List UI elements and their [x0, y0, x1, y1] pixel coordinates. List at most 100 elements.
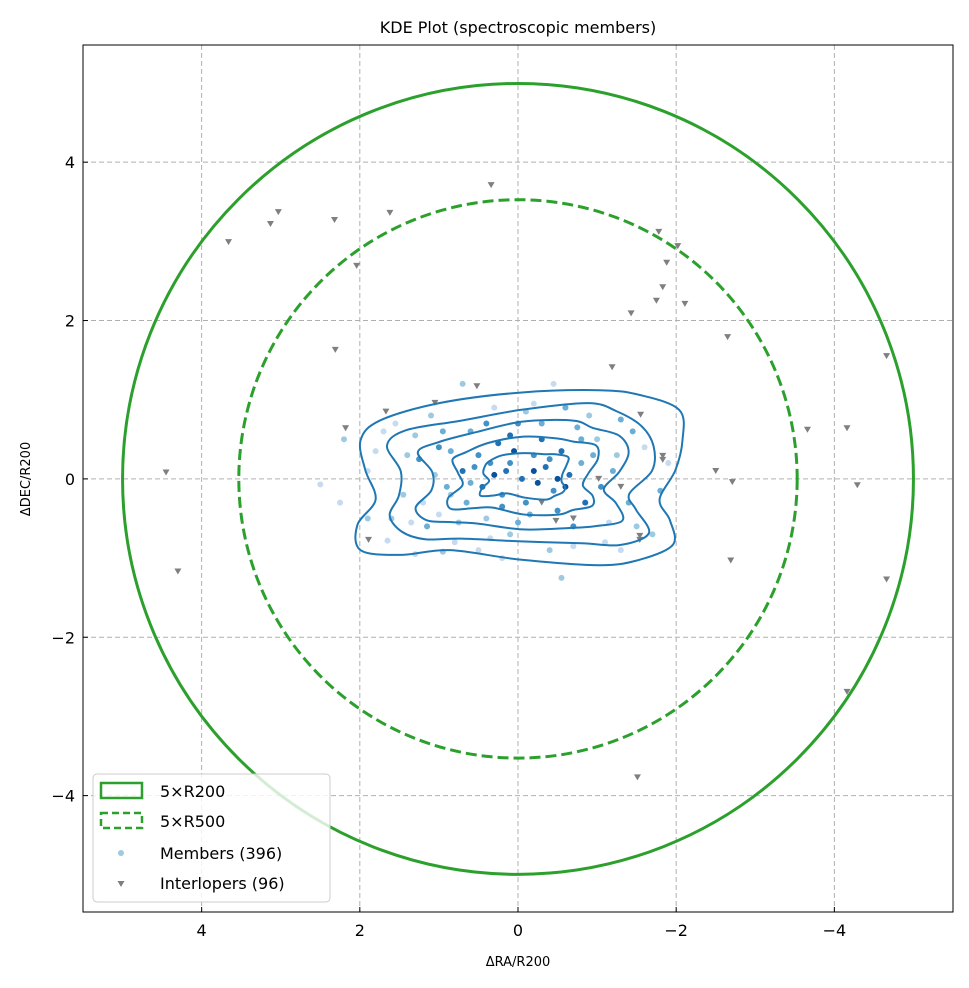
member-point: [475, 452, 482, 459]
interloper-point: [712, 467, 720, 474]
kde-contour: [414, 418, 630, 531]
legend-dashed-circle-swatch: [99, 811, 144, 830]
member-point: [507, 531, 514, 538]
interloper-point: [636, 532, 644, 539]
member-point: [515, 519, 521, 526]
legend-label-members: Members (396): [160, 844, 282, 863]
interloper-point: [353, 262, 361, 269]
member-point: [483, 515, 490, 522]
member-point: [435, 511, 442, 518]
member-point: [594, 436, 601, 443]
member-point: [613, 452, 620, 459]
interloper-point: [174, 568, 182, 575]
member-point: [341, 436, 347, 443]
y-tick-label: −2: [51, 628, 75, 647]
legend-member-marker: [118, 850, 124, 856]
interloper-point: [162, 469, 170, 476]
interloper-point: [487, 182, 495, 189]
x-tick-label: 2: [355, 921, 365, 940]
member-point: [459, 467, 466, 474]
member-point: [439, 428, 446, 435]
kde-contour: [354, 389, 685, 567]
plot-frame: [82, 44, 954, 913]
member-point: [570, 543, 577, 550]
member-point: [633, 523, 640, 530]
member-point: [546, 547, 553, 554]
interloper-point: [538, 499, 546, 506]
member-point: [384, 537, 391, 544]
member-point: [400, 491, 407, 498]
kde-contour: [385, 402, 656, 547]
member-point: [459, 380, 466, 387]
interloper-point: [803, 426, 811, 433]
member-point: [530, 467, 537, 474]
kde-contour: [446, 435, 600, 517]
interloper-point: [728, 479, 736, 486]
x-tick-label: −4: [823, 921, 847, 940]
member-point: [550, 487, 557, 494]
member-point: [471, 464, 478, 471]
member-point: [546, 456, 553, 463]
interloper-point: [853, 482, 861, 489]
member-point: [598, 483, 605, 490]
member-point: [602, 539, 608, 546]
interloper-point: [659, 456, 667, 463]
member-point: [392, 420, 399, 427]
legend-label-interlopers: Interlopers (96): [160, 874, 285, 893]
interloper-point: [633, 774, 641, 781]
y-tick-label: 4: [65, 153, 75, 172]
interloper-point: [883, 353, 891, 360]
member-point: [530, 400, 537, 407]
member-point: [463, 499, 470, 506]
member-point: [507, 432, 514, 439]
interloper-point: [473, 383, 481, 390]
member-point: [649, 531, 656, 538]
interloper-point: [225, 239, 233, 246]
member-point: [467, 479, 474, 486]
legend-box: [92, 773, 331, 903]
member-point: [503, 467, 510, 474]
member-point: [380, 428, 387, 435]
member-point: [443, 483, 450, 490]
interloper-point: [627, 310, 635, 317]
member-point: [582, 499, 589, 506]
legend-label-r500: 5×R500: [160, 812, 225, 831]
member-point: [317, 481, 324, 488]
member-point: [435, 444, 442, 451]
interloper-point: [663, 259, 671, 266]
member-point: [590, 452, 597, 459]
interloper-point: [674, 243, 682, 250]
member-point: [491, 471, 498, 478]
interloper-point: [655, 228, 663, 235]
member-point: [554, 507, 561, 514]
member-point: [586, 412, 593, 419]
member-point: [558, 574, 565, 581]
y-axis-label: ΔDEC/R200: [19, 442, 34, 516]
member-point: [534, 479, 541, 486]
member-point: [428, 412, 434, 419]
member-point: [424, 523, 431, 530]
interloper-point: [883, 576, 891, 583]
legend: 5×R200 5×R500 Members (396) Interlopers …: [92, 773, 331, 903]
legend-label-r200: 5×R200: [160, 782, 225, 801]
r200-circle: [121, 81, 915, 876]
member-point: [554, 475, 561, 482]
member-point: [629, 428, 636, 435]
x-axis-label: ΔRA/R200: [486, 955, 551, 970]
member-point: [483, 420, 490, 427]
member-point: [578, 460, 585, 467]
y-tick-label: −4: [51, 787, 75, 806]
member-point: [404, 452, 411, 459]
interloper-point: [843, 425, 851, 432]
legend-interloper-marker: [117, 881, 125, 887]
member-point: [372, 448, 379, 455]
interloper-point: [331, 346, 339, 353]
interloper-point: [331, 216, 339, 223]
interloper-point: [595, 475, 603, 482]
interloper-point: [342, 425, 350, 432]
member-point: [550, 380, 557, 387]
interloper-point: [274, 209, 282, 216]
member-point: [447, 448, 454, 455]
interloper-point: [365, 536, 373, 543]
